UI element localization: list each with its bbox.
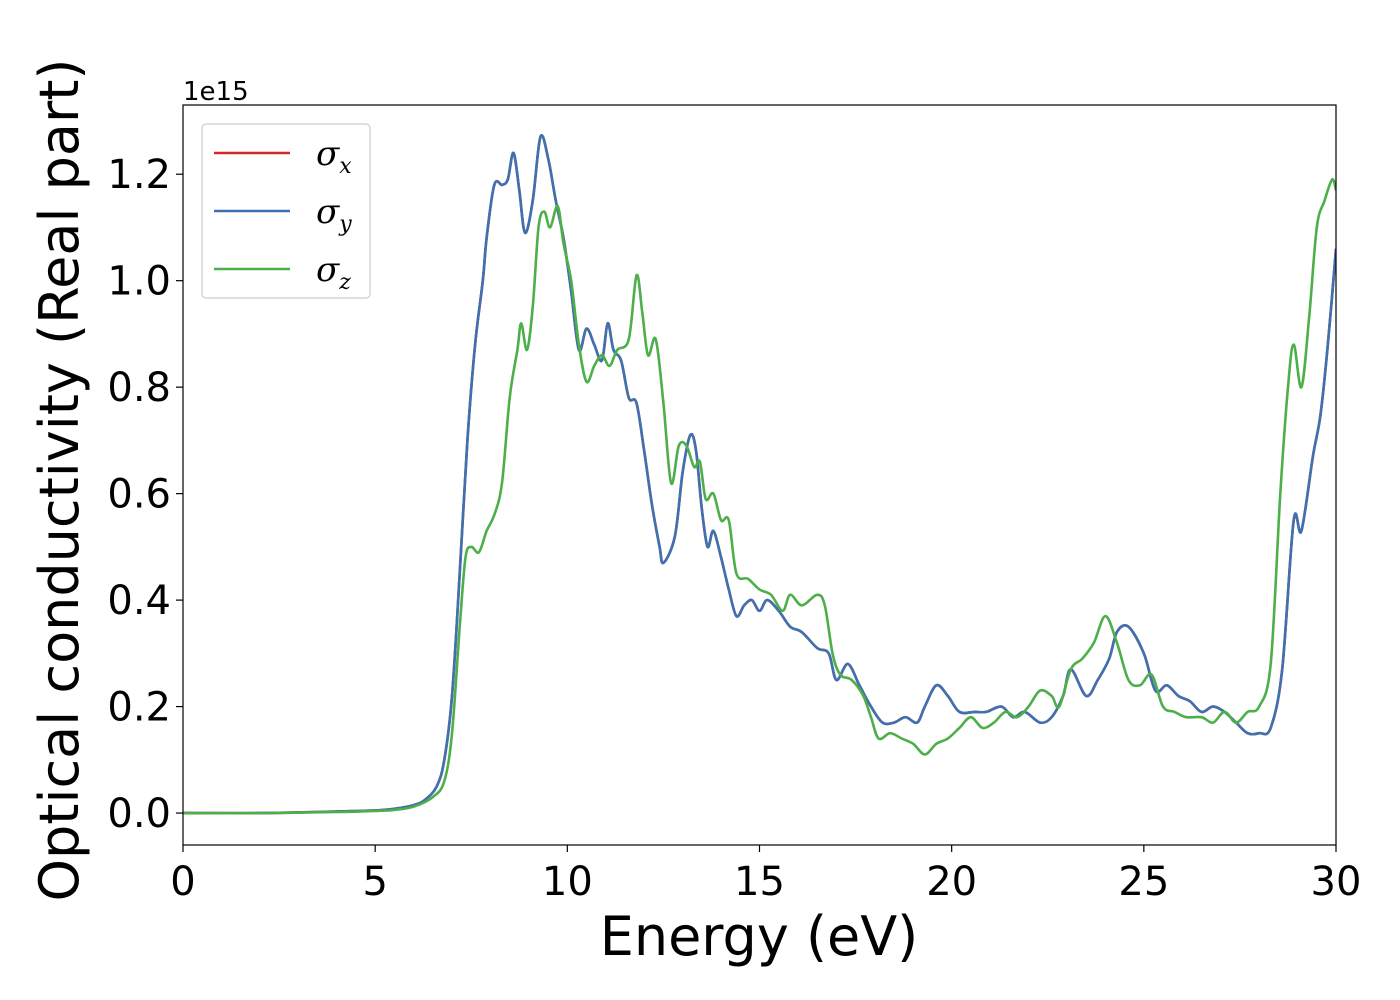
legend-label-y: σy — [316, 192, 352, 237]
y-tick-label: 0.2 — [107, 685, 171, 731]
series-line-z — [183, 178, 1336, 815]
y-tick-label: 0.0 — [107, 791, 171, 837]
x-tick-label: 20 — [926, 859, 977, 905]
y-tick-label: 1.0 — [107, 259, 171, 305]
y-tick-label: 0.6 — [107, 472, 171, 518]
x-tick-label: 0 — [170, 859, 195, 905]
x-axis-title: Energy (eV) — [600, 905, 919, 968]
x-tick-label: 30 — [1311, 859, 1362, 905]
x-tick-label: 15 — [734, 859, 785, 905]
y-tick-label: 0.8 — [107, 365, 171, 411]
y-offset-label: 1e15 — [183, 77, 249, 107]
x-tick-label: 10 — [542, 859, 593, 905]
y-axis-title: Optical conductivity (Real part) — [28, 59, 91, 902]
legend: σx σy σz — [201, 123, 371, 299]
legend-label-z: σz — [316, 250, 351, 295]
y-tick-label: 0.4 — [107, 578, 171, 624]
series-line-y — [183, 134, 1336, 815]
series-layer — [183, 134, 1336, 815]
x-axis: 0 5 10 15 20 25 30 — [170, 845, 1361, 905]
legend-label-x: σx — [316, 134, 352, 179]
x-tick-label: 5 — [362, 859, 387, 905]
x-tick-label: 25 — [1118, 859, 1169, 905]
y-axis: 0.0 0.2 0.4 0.6 0.8 1.0 1.2 — [107, 152, 183, 837]
y-tick-label: 1.2 — [107, 152, 171, 198]
